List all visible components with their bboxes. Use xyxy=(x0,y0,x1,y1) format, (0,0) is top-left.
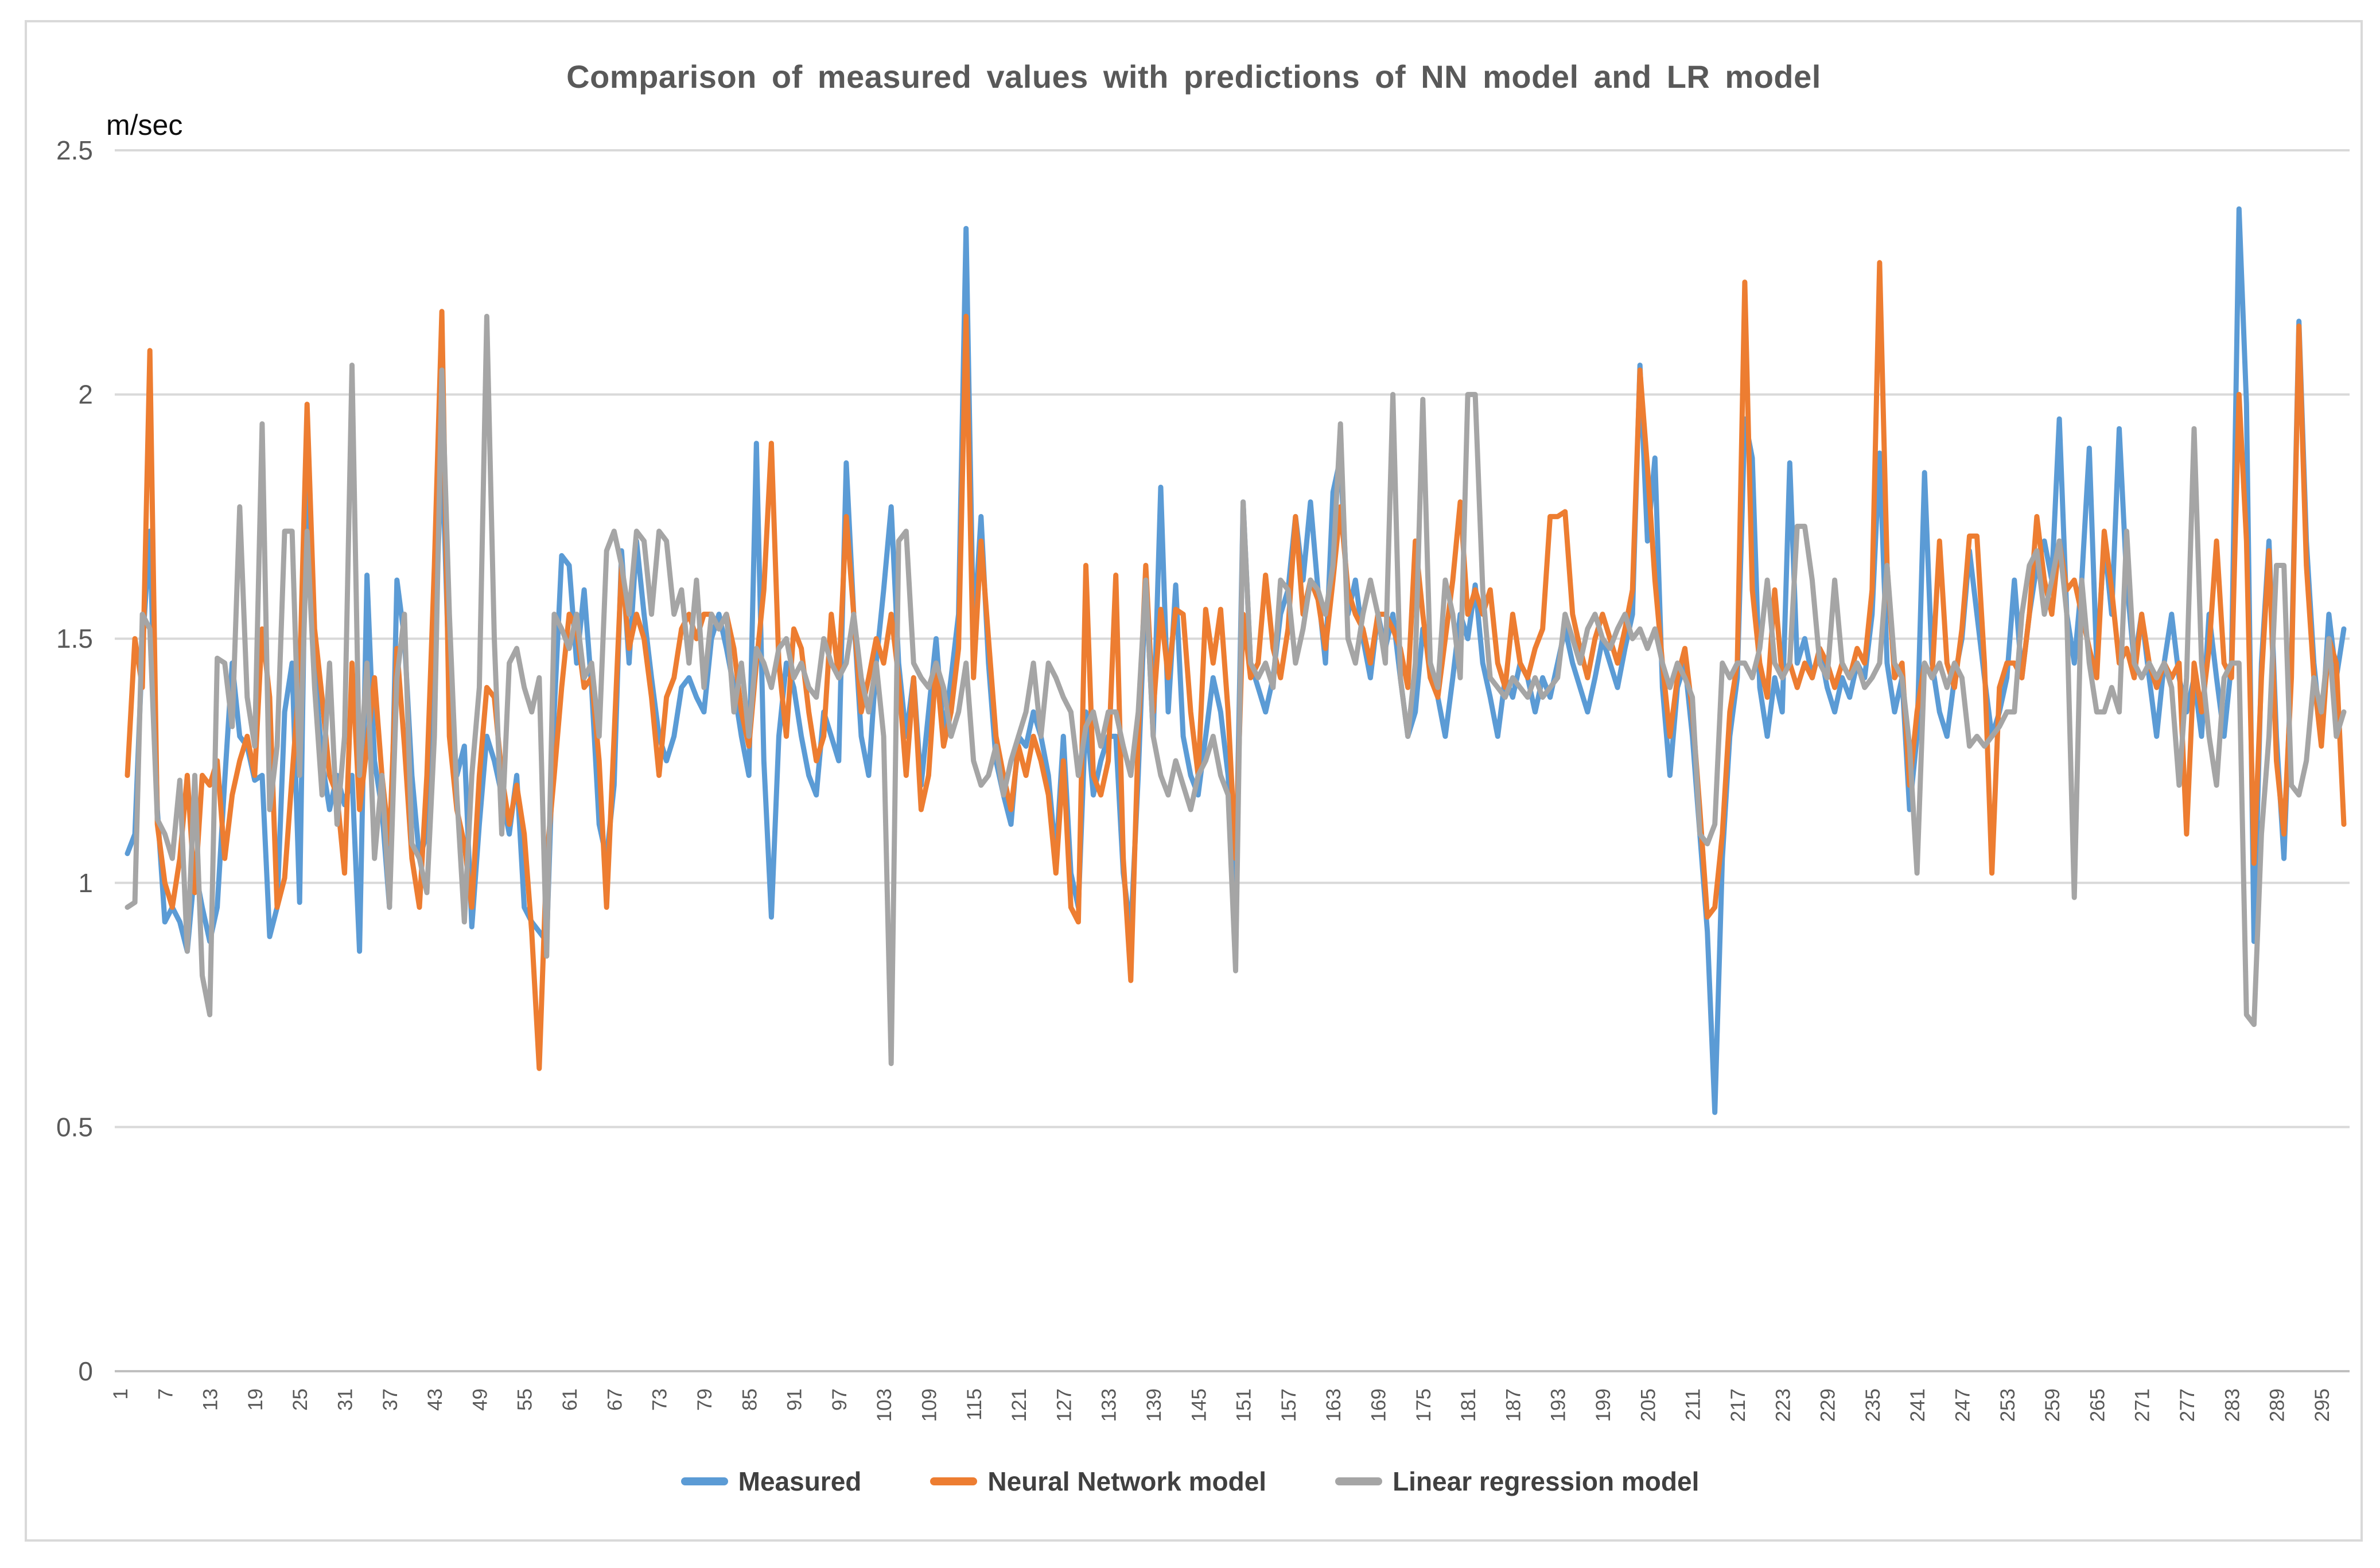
x-tick-label: 235 xyxy=(1862,1388,1884,1422)
x-tick-label: 25 xyxy=(289,1388,312,1411)
chart-title: Comparison of measured values with predi… xyxy=(566,59,1821,95)
x-tick-label: 289 xyxy=(2266,1388,2289,1422)
x-tick-label: 265 xyxy=(2086,1388,2109,1422)
y-tick-label: 1 xyxy=(78,868,93,898)
x-tick-label: 151 xyxy=(1233,1388,1255,1422)
x-tick-label: 139 xyxy=(1143,1388,1165,1422)
x-tick-label: 211 xyxy=(1682,1388,1705,1421)
x-tick-label: 163 xyxy=(1323,1388,1345,1422)
x-tick-label: 175 xyxy=(1413,1388,1435,1422)
x-tick-label: 277 xyxy=(2176,1388,2199,1422)
x-tick-label: 97 xyxy=(829,1388,851,1411)
x-tick-label: 241 xyxy=(1907,1388,1929,1422)
y-tick-label: 2.5 xyxy=(56,135,93,165)
series-line-linear-regression-model xyxy=(125,313,2347,1067)
x-tick-label: 259 xyxy=(2041,1388,2064,1422)
y-tick-label: 0 xyxy=(78,1356,93,1386)
y-tick-label: 2 xyxy=(78,380,93,410)
x-tick-label: 55 xyxy=(514,1388,536,1411)
x-tick-label: 103 xyxy=(873,1388,896,1422)
x-tick-label: 247 xyxy=(1951,1388,1974,1422)
x-tick-label: 121 xyxy=(1008,1388,1030,1422)
legend-item-measured: Measured xyxy=(680,1466,862,1497)
legend-item-lr-model: Linear regression model xyxy=(1335,1466,1699,1497)
x-tick-label: 19 xyxy=(244,1388,267,1411)
x-tick-label: 217 xyxy=(1727,1388,1749,1422)
legend-label-lr-model: Linear regression model xyxy=(1393,1466,1700,1496)
x-tick-label: 271 xyxy=(2132,1388,2154,1422)
x-tick-label: 13 xyxy=(200,1388,222,1411)
x-tick-label: 37 xyxy=(379,1388,402,1411)
x-tick-label: 127 xyxy=(1053,1388,1075,1422)
x-tick-label: 193 xyxy=(1547,1388,1570,1422)
x-tick-label: 181 xyxy=(1457,1388,1480,1422)
x-tick-label: 79 xyxy=(694,1388,716,1411)
x-tick-label: 223 xyxy=(1772,1388,1794,1422)
x-tick-label: 283 xyxy=(2221,1388,2243,1422)
y-axis-unit-label: m/sec xyxy=(106,109,183,141)
legend-item-nn-model: Neural Network model xyxy=(930,1466,1266,1497)
x-tick-label: 7 xyxy=(154,1388,177,1399)
x-tick-label: 31 xyxy=(335,1388,357,1411)
x-tick-label: 253 xyxy=(1997,1388,2019,1422)
x-tick-label: 157 xyxy=(1278,1388,1300,1422)
legend: Measured Neural Network model Linear reg… xyxy=(0,1466,2380,1497)
x-tick-label: 73 xyxy=(649,1388,671,1411)
x-tick-label: 229 xyxy=(1817,1388,1840,1422)
x-tick-label: 43 xyxy=(424,1388,446,1411)
x-tick-label: 115 xyxy=(963,1388,986,1421)
x-tick-label: 67 xyxy=(604,1388,626,1411)
x-tick-label: 205 xyxy=(1637,1388,1659,1422)
x-tick-label: 187 xyxy=(1502,1388,1525,1422)
x-tick-label: 109 xyxy=(918,1388,940,1422)
y-tick-label: 0.5 xyxy=(56,1112,93,1142)
x-tick-label: 199 xyxy=(1592,1388,1615,1422)
y-tick-label: 1.5 xyxy=(56,624,93,653)
legend-label-nn-model: Neural Network model xyxy=(987,1466,1267,1496)
x-tick-label: 61 xyxy=(559,1388,581,1411)
x-tick-label: 49 xyxy=(469,1388,491,1411)
x-tick-label: 169 xyxy=(1368,1388,1390,1422)
legend-swatch-nn-model xyxy=(930,1477,978,1485)
x-tick-label: 133 xyxy=(1098,1388,1121,1422)
x-tick-label: 1 xyxy=(110,1388,132,1399)
legend-swatch-lr-model xyxy=(1335,1477,1383,1485)
legend-label-measured: Measured xyxy=(738,1466,862,1496)
x-tick-label: 145 xyxy=(1188,1388,1210,1422)
x-tick-label: 85 xyxy=(738,1388,761,1411)
x-tick-label: 91 xyxy=(784,1388,806,1411)
legend-swatch-measured xyxy=(680,1477,728,1485)
x-tick-label: 295 xyxy=(2311,1388,2334,1422)
